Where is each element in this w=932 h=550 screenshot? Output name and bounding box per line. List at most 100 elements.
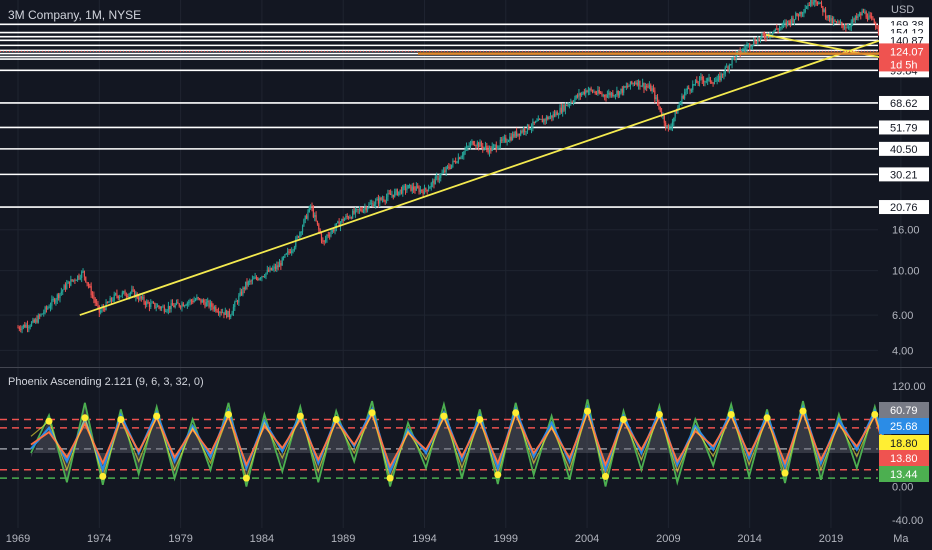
y-tick-label: 10.00 (892, 266, 920, 278)
candle-body (368, 204, 370, 208)
candle-body (486, 145, 488, 149)
candle-body (335, 223, 338, 228)
time-axis[interactable]: 1969 1974 1979 1984 1989 1994 1999 2004 2009 2014… (6, 533, 910, 545)
candle-body (627, 86, 629, 87)
ind-yellow-dot (655, 411, 663, 418)
candle-body (543, 119, 545, 123)
candle-body (372, 203, 374, 207)
candle-body (250, 280, 252, 282)
candle-body (349, 217, 351, 219)
candle-body (593, 91, 595, 93)
candle-body (32, 319, 34, 323)
candle-body (483, 147, 485, 149)
candle-body (548, 117, 550, 120)
candle-body (94, 299, 96, 303)
ind-value-tag (879, 402, 929, 418)
candle-body (159, 307, 161, 309)
candle-body (142, 297, 144, 299)
candle-body (521, 131, 523, 133)
candle-body (568, 103, 571, 105)
candle-body (559, 107, 561, 115)
candle-body (468, 146, 470, 148)
candle-body (26, 324, 29, 328)
candle-body (70, 279, 72, 286)
candle-body (90, 286, 92, 295)
x-tick-label: 1979 (168, 533, 192, 545)
candle-body (461, 155, 464, 157)
indicator-title[interactable]: Phoenix Ascending 2.121 (9, 6, 3, 32, 0) (8, 376, 204, 388)
candle-body (337, 221, 339, 224)
candle-body (212, 306, 214, 310)
candle-body (406, 188, 408, 191)
candle-body (758, 38, 760, 40)
price-pane (0, 0, 913, 334)
candle-body (534, 121, 537, 123)
candle-body (463, 151, 465, 156)
candle-body (456, 162, 458, 164)
ind-yellow-dot (871, 411, 879, 418)
candle-body (575, 95, 577, 99)
candle-body (249, 280, 251, 282)
candle-body (22, 324, 25, 327)
candle-body (517, 133, 519, 137)
countdown-label: 1d 5h (890, 59, 918, 71)
candle-body (209, 302, 212, 307)
candle-body (437, 176, 439, 181)
candle-body (273, 266, 275, 269)
candle-body (348, 216, 350, 219)
candle-body (507, 140, 510, 142)
candle-body (91, 294, 94, 296)
candle-body (558, 114, 560, 116)
candle-body (455, 161, 457, 163)
ind-yellow-dot (494, 471, 502, 479)
candle-body (674, 111, 676, 118)
candle-body (816, 2, 819, 5)
candle-body (501, 139, 503, 141)
candle-body (494, 144, 496, 146)
candle-body (589, 88, 591, 91)
candle-body (685, 90, 687, 92)
candle-body (511, 134, 514, 141)
candle-body (602, 95, 604, 96)
candle-body (352, 210, 354, 219)
symbol-title[interactable]: 3M Company, 1M, NYSE (8, 8, 142, 22)
candle-body (274, 266, 277, 269)
candle-body (75, 280, 77, 281)
candle-body (419, 189, 422, 193)
candle-body (868, 15, 870, 20)
ind-value-label: 13.80 (890, 453, 918, 465)
candle-body (106, 301, 109, 303)
candle-body (259, 278, 262, 280)
candle-body (618, 91, 621, 96)
candle-body (152, 302, 155, 304)
candle-body (78, 275, 80, 279)
candle-body (782, 23, 785, 25)
candle-body (74, 279, 76, 281)
candle-body (261, 276, 263, 279)
candle-body (391, 194, 393, 196)
candle-body (295, 238, 297, 248)
candle-body (171, 303, 174, 306)
candle-body (471, 141, 473, 144)
candle-body (623, 86, 625, 93)
candle-body (724, 67, 726, 74)
candle-body (143, 297, 145, 303)
candle-body (524, 128, 526, 132)
candle-body (749, 43, 751, 48)
ind-yellow-dot (242, 474, 250, 482)
candle-body (362, 209, 365, 212)
candle-body (849, 26, 851, 28)
candle-body (86, 281, 88, 284)
candle-body (600, 93, 602, 95)
candle-body (194, 299, 197, 301)
candle-body (780, 27, 782, 28)
price-axis[interactable]: 4.006.0010.0016.00169.38154.12140.87125.… (879, 17, 929, 527)
candle-body (265, 272, 267, 277)
candle-body (113, 294, 115, 301)
candle-body (684, 91, 686, 99)
candle-body (39, 315, 41, 317)
candle-body (144, 302, 146, 305)
candle-body (727, 66, 729, 70)
ind-value-label: 13.44 (890, 469, 918, 481)
ind-yellow-dot (584, 407, 591, 415)
